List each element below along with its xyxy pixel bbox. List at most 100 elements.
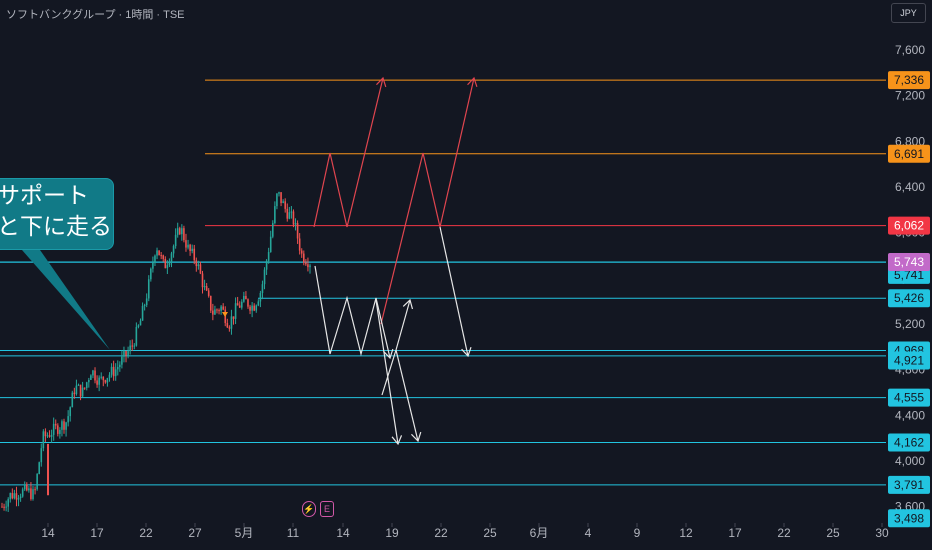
- candle-body: [94, 370, 96, 381]
- candle-body: [131, 345, 134, 347]
- candle-body: [309, 265, 311, 268]
- time-tick-label: 27: [188, 526, 202, 540]
- candle-body: [143, 305, 146, 307]
- price-tick-label: 5,200: [895, 317, 925, 331]
- candle-body: [40, 448, 43, 463]
- candle-body: [79, 384, 82, 397]
- candle-body: [207, 290, 210, 296]
- candle-body: [150, 268, 152, 280]
- time-tick-label: 19: [385, 526, 399, 540]
- candle-body: [199, 264, 202, 274]
- candle-body: [232, 316, 235, 319]
- candle-body: [30, 488, 32, 500]
- candle-body: [52, 423, 55, 435]
- candle-body: [81, 387, 84, 397]
- price-tag-label: 6,062: [894, 219, 924, 233]
- candle-body: [298, 238, 301, 251]
- candle-body: [203, 286, 206, 288]
- candle-body: [212, 310, 214, 315]
- price-tag-label: 4,555: [894, 391, 924, 405]
- time-tick-label: 4: [585, 526, 592, 540]
- callout-line-1: サポート: [0, 183, 89, 209]
- candle-body: [63, 421, 65, 430]
- candle-body: [156, 250, 158, 256]
- candle-body: [110, 366, 113, 375]
- projection-path-white: [375, 299, 399, 445]
- candle-body: [183, 228, 185, 241]
- candle-body: [23, 484, 26, 490]
- candle-body: [102, 376, 105, 381]
- candle-body: [127, 351, 129, 356]
- arrow-head: [376, 76, 387, 88]
- price-tag-label: 5,743: [894, 255, 924, 269]
- price-tick-label: 6,400: [895, 180, 925, 194]
- annotation-callout[interactable]: サポート と下に走る: [0, 178, 114, 250]
- time-tick-label: 22: [139, 526, 153, 540]
- candle-body: [193, 248, 196, 261]
- candle-body: [251, 305, 253, 311]
- candle-body: [187, 244, 189, 248]
- candle-body: [17, 498, 20, 500]
- candle-body: [139, 320, 142, 326]
- dividend-icon[interactable]: ⚡: [302, 501, 316, 517]
- candle-body: [19, 496, 22, 499]
- candle-body: [249, 306, 251, 311]
- time-tick-label: 6月: [530, 526, 549, 540]
- callout-pointer: [22, 250, 110, 350]
- candle-body: [209, 295, 212, 311]
- candle-body: [90, 375, 92, 380]
- candle-body: [36, 474, 38, 490]
- candle-body: [288, 212, 291, 219]
- candle-body: [116, 367, 119, 370]
- arrow-head: [467, 76, 478, 88]
- candle-body: [147, 279, 150, 299]
- candle-body: [48, 435, 51, 437]
- candle-body: [32, 489, 34, 500]
- candle-body: [243, 295, 245, 302]
- candle-body: [172, 246, 175, 254]
- candle-body: [133, 345, 136, 347]
- candle-body: [154, 255, 156, 263]
- arrow-head: [383, 348, 394, 360]
- candle-body: [85, 382, 88, 388]
- candle-body: [220, 306, 222, 311]
- price-tag-label: 3,791: [894, 478, 924, 492]
- earnings-icon[interactable]: E: [320, 501, 334, 517]
- candle-body: [253, 305, 255, 311]
- candle-body: [230, 316, 233, 329]
- price-tag-label: 3,498: [894, 511, 924, 525]
- candle-body: [307, 264, 309, 268]
- candle-body: [121, 356, 123, 365]
- candle-body: [226, 323, 229, 328]
- time-tick-label: 12: [679, 526, 693, 540]
- candle-body: [125, 351, 127, 356]
- candle-body: [267, 252, 270, 261]
- candle-body: [75, 385, 78, 395]
- candle-body: [42, 431, 45, 449]
- candle-body: [168, 262, 171, 266]
- candle-body: [152, 262, 154, 269]
- price-tick-label: 4,400: [895, 408, 925, 422]
- candle-body: [176, 228, 179, 235]
- candle-body: [96, 380, 98, 385]
- candle-body: [263, 269, 266, 285]
- candle-body: [214, 309, 216, 315]
- candle-body: [61, 421, 63, 430]
- price-tag: [888, 509, 930, 528]
- projection-path-white: [439, 226, 469, 357]
- candle-body: [44, 431, 47, 437]
- candle-body: [106, 378, 109, 383]
- candle-body: [100, 376, 103, 378]
- candle-body: [236, 303, 239, 306]
- candle-body: [145, 298, 148, 306]
- candle-body: [38, 462, 41, 475]
- candle-body: [141, 305, 144, 321]
- candle-body: [88, 379, 90, 383]
- candle-body: [26, 484, 28, 491]
- candle-body: [178, 228, 181, 235]
- currency-button[interactable]: JPY: [891, 3, 926, 23]
- price-tick-label: 7,200: [895, 89, 925, 103]
- candle-body: [135, 326, 138, 346]
- candle-body: [271, 223, 274, 237]
